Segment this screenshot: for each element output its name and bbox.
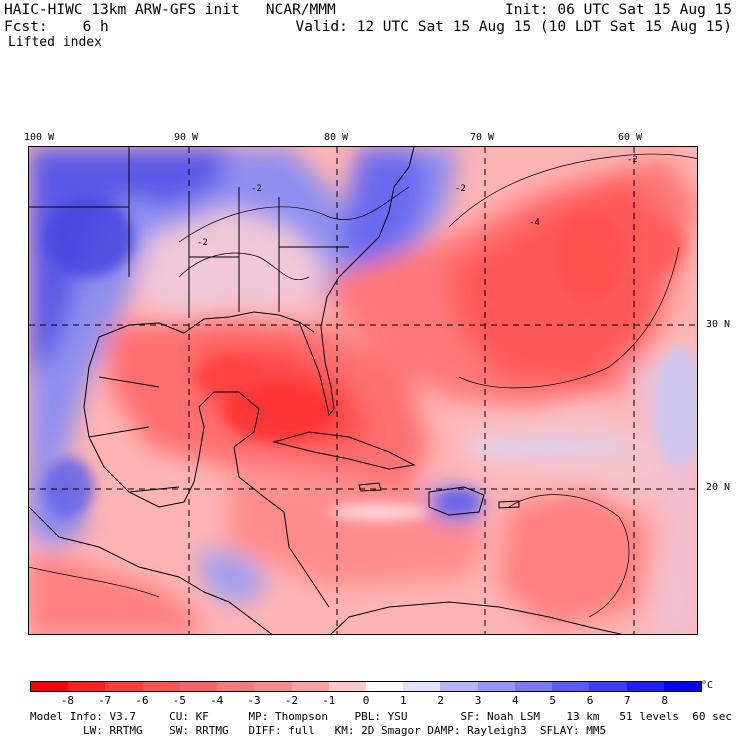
- init-time: Init: 06 UTC Sat 15 Aug 15: [505, 2, 732, 18]
- contour-label: -2: [627, 155, 638, 165]
- colorbar-swatch: [105, 682, 143, 691]
- colorbar-swatch: [217, 682, 255, 691]
- forecast-hour: Fcst: 6 h: [4, 19, 109, 35]
- colorbar-tick-label: 8: [661, 694, 668, 707]
- lon-label-70w: 70 W: [470, 132, 495, 143]
- colorbar-swatch: [663, 682, 701, 691]
- colorbar-tick-label: 0: [362, 694, 370, 707]
- colorbar-swatch: [552, 682, 590, 691]
- contour-label: -2: [197, 238, 208, 248]
- colorbar-tick-label: -7: [98, 694, 112, 707]
- field-name: Lifted index: [8, 35, 102, 50]
- colorbar-swatch: [440, 682, 478, 691]
- colorbar: [30, 681, 702, 692]
- colorbar-tick-label: -4: [210, 694, 224, 707]
- colorbar-tick-label: 3: [474, 694, 482, 707]
- colorbar-swatch: [365, 682, 404, 691]
- contour-label: -4: [529, 218, 540, 228]
- colorbar-swatch: [626, 682, 664, 691]
- valid-time: Valid: 12 UTC Sat 15 Aug 15 (10 LDT Sat …: [295, 19, 733, 35]
- colorbar-tick-label: -3: [247, 694, 261, 707]
- field-texture: [44, 197, 697, 520]
- colorbar-swatch: [403, 682, 441, 691]
- coastlines: [29, 147, 623, 634]
- colorbar-swatch: [179, 682, 218, 691]
- model-info-line1: Model Info: V3.7 CU: KF MP: Thompson PBL…: [30, 710, 732, 723]
- lat-label-20n: 20 N: [706, 482, 731, 493]
- colorbar-swatch: [589, 682, 627, 691]
- colorbar-tick-label: -1: [322, 694, 336, 707]
- colorbar-tick-label: 1: [400, 694, 407, 707]
- lon-label-80w: 80 W: [324, 132, 349, 143]
- contours: [29, 153, 697, 618]
- colorbar-swatch: [254, 682, 292, 691]
- lon-label-100w: 100 W: [24, 132, 55, 143]
- colorbar-swatch: [142, 682, 180, 691]
- colorbar-swatch: [477, 682, 515, 691]
- lon-label-90w: 90 W: [174, 132, 199, 143]
- colorbar-tick-label: 4: [512, 694, 519, 707]
- lat-label-30n: 30 N: [706, 319, 731, 330]
- colorbar-swatch: [68, 682, 106, 691]
- colorbar-tick-label: 7: [624, 694, 631, 707]
- contour-label: -2: [455, 184, 466, 194]
- colorbar-swatch: [31, 682, 69, 691]
- colorbar-swatch: [328, 682, 366, 691]
- lon-label-60w: 60 W: [618, 132, 643, 143]
- map-canvas: -2 -2 -2 -2 -4: [29, 147, 697, 634]
- colorbar-tick-label: -8: [60, 694, 74, 707]
- model-info-line2: LW: RRTMG SW: RRTMG DIFF: full KM: 2D Sm…: [30, 724, 607, 737]
- lifted-index-map: -2 -2 -2 -2 -4: [28, 146, 698, 635]
- colorbar-tick-label: 2: [437, 694, 444, 707]
- lat-lon-grid: [29, 147, 697, 634]
- title-line: HAIC-HIWC 13km ARW-GFS init NCAR/MMM: [4, 2, 336, 18]
- colorbar-tick-label: 6: [586, 694, 594, 707]
- colorbar-tick-label: -2: [284, 694, 298, 707]
- colorbar-swatch: [291, 682, 329, 691]
- contour-label: -2: [251, 184, 262, 194]
- colorbar-tick-label: -5: [172, 694, 186, 707]
- colorbar-swatch: [514, 682, 553, 691]
- colorbar-tick-label: 5: [549, 694, 556, 707]
- colorbar-unit: °C: [701, 680, 714, 691]
- colorbar-tick-label: -6: [135, 694, 149, 707]
